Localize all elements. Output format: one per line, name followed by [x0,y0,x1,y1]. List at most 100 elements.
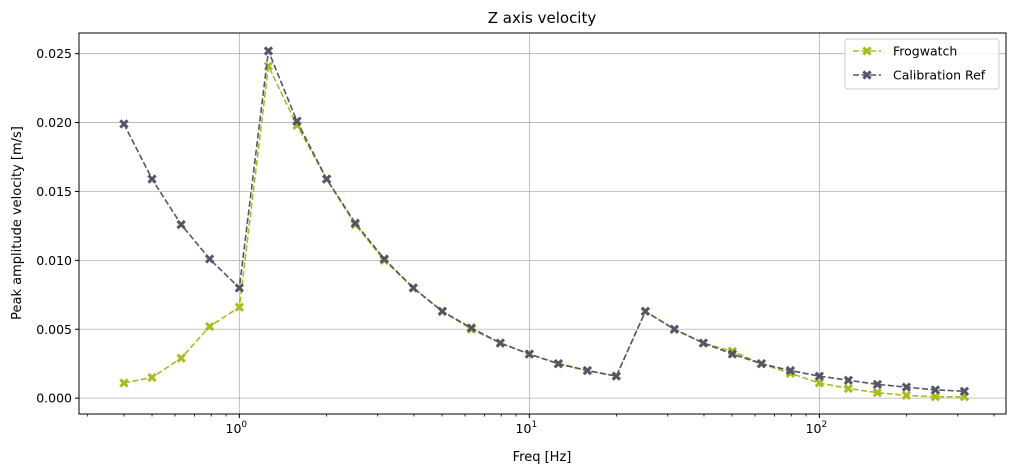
data-point-calibration-ref [872,379,883,390]
data-point-calibration-ref [321,174,332,184]
data-point-frogwatch [176,353,186,363]
data-point-calibration-ref [408,283,418,293]
marker-stroke [959,386,970,396]
x-tick-exponent: 2 [821,420,827,430]
data-point-calibration-ref [756,359,767,369]
data-point-calibration-ref [843,375,854,385]
y-tick-label: 0.025 [36,46,72,61]
data-point-calibration-ref [119,119,129,129]
data-point-calibration-ref [437,306,447,317]
data-point-calibration-ref [147,174,157,184]
data-point-calibration-ref [640,306,651,317]
data-point-calibration-ref [611,371,622,381]
x-tick-exponent: 0 [241,420,247,430]
marker-stroke [119,378,129,388]
marker-stroke [930,385,941,395]
marker-stroke [814,371,825,381]
data-point-calibration-ref [263,46,274,56]
series-layer [119,46,970,402]
x-axis-label: Freq [Hz] [513,450,572,465]
grid-lines [79,33,1006,414]
marker-stroke [901,390,912,401]
marker-stroke [727,349,738,359]
marker-stroke [408,283,418,293]
legend-entry-frogwatch: Frogwatch [853,44,957,59]
marker-stroke [698,338,709,348]
marker-stroke [292,116,302,126]
marker-stroke [611,371,622,381]
data-point-frogwatch [872,387,883,398]
series-line-calibration-ref [123,47,965,393]
data-point-calibration-ref [669,324,680,334]
plot-frame [78,32,1007,415]
data-point-calibration-ref [466,323,477,333]
legend-entries: Frogwatch Calibration Ref [853,44,986,83]
series-line-frogwatch [123,63,965,398]
marker-stroke [524,349,535,359]
data-point-calibration-ref [930,385,941,395]
marker-stroke [669,324,680,334]
marker-stroke [176,353,186,363]
marker-stroke [437,306,447,317]
data-point-calibration-ref [234,283,244,293]
marker-stroke [234,302,244,312]
marker-stroke [872,387,883,398]
marker-stroke [147,372,157,383]
marker-stroke [862,46,872,56]
marker-stroke [263,46,274,56]
data-point-calibration-ref [785,365,796,376]
legend-marker [862,70,872,80]
data-point-frogwatch [147,372,157,383]
data-point-frogwatch [901,390,912,401]
x-tick-label: 100 [226,420,248,436]
marker-stroke [466,323,477,333]
data-point-frogwatch [234,302,244,312]
marker-stroke [119,119,129,129]
data-point-calibration-ref [176,219,186,230]
data-point-frogwatch [204,321,215,332]
data-point-calibration-ref [204,254,215,264]
data-point-frogwatch [119,378,129,388]
x-tick-base: 10 [226,421,242,436]
data-point-frogwatch [843,383,854,394]
marker-stroke [321,174,332,184]
marker-stroke [495,338,505,348]
marker-stroke [234,283,244,293]
legend: Frogwatch Calibration Ref [844,38,1000,90]
marker-stroke [350,218,360,228]
y-axis-label: Peak amplitude velocity [m/s] [10,126,25,320]
data-point-calibration-ref [495,338,505,348]
data-point-calibration-ref [350,218,360,228]
x-tick-base: 10 [806,421,822,436]
legend-label: Calibration Ref [893,68,986,83]
marker-stroke [756,359,767,369]
marker-stroke [872,379,883,390]
marker-stroke [582,365,593,376]
marker-stroke [553,359,564,369]
marker-stroke [147,174,157,184]
marker-stroke [901,382,912,392]
data-point-calibration-ref [582,365,593,376]
x-tick-base: 10 [516,421,532,436]
marker-stroke [843,375,854,385]
x-tick-label: 102 [806,420,828,436]
y-tick-label: 0.015 [36,184,72,199]
marker-stroke [176,219,186,230]
marker-stroke [379,254,389,264]
x-tick-label: 101 [516,420,538,436]
data-point-calibration-ref [292,116,302,126]
y-tick-label: 0.005 [36,322,72,337]
marker-stroke [640,306,651,317]
data-point-calibration-ref [959,386,970,396]
y-tick-label: 0.020 [36,115,72,130]
data-point-calibration-ref [698,338,709,348]
legend-label: Frogwatch [893,44,957,59]
data-point-calibration-ref [901,382,912,392]
data-point-calibration-ref [553,359,564,369]
marker-stroke [843,383,854,394]
marker-stroke [204,321,215,332]
marker-stroke [785,365,796,376]
data-point-calibration-ref [524,349,535,359]
